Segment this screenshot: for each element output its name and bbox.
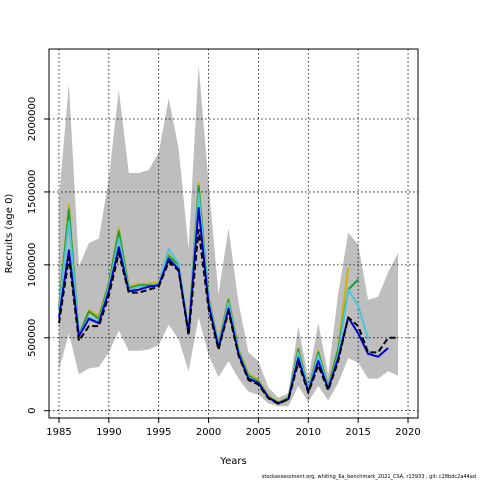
series-layer	[58, 182, 399, 405]
y-tick-label-1500000: 1500000	[27, 170, 38, 215]
y-tick-label-2000000: 2000000	[27, 97, 38, 142]
confidence-band	[59, 65, 399, 407]
x-tick-label-1995: 1995	[146, 427, 171, 438]
footer-text: stockassessment.org, whiting_6a_benchmar…	[262, 474, 476, 480]
y-tick-label-1000000: 1000000	[27, 243, 38, 288]
x-tick-label-2000: 2000	[196, 427, 221, 438]
x-tick-label-1985: 1985	[46, 427, 71, 438]
tick-layer: 1985 1990 1995 2000 2005 2010 2015 2020 0 500000 1…	[27, 97, 421, 438]
x-tick-label-2020: 2020	[395, 427, 420, 438]
x-tick-label-2015: 2015	[345, 427, 370, 438]
y-tick-label-500000: 500000	[27, 319, 38, 357]
x-tick-label-1990: 1990	[96, 427, 121, 438]
series-line-5	[58, 228, 399, 405]
plot-frame	[48, 48, 419, 419]
x-axis-label: Years	[219, 456, 246, 467]
x-tick-label-2005: 2005	[246, 427, 271, 438]
confidence-band-layer	[59, 65, 399, 407]
x-tick-label-2010: 2010	[296, 427, 321, 438]
y-axis-label: Recruits (age 0)	[4, 194, 15, 274]
y-tick-label-0: 0	[27, 408, 38, 414]
